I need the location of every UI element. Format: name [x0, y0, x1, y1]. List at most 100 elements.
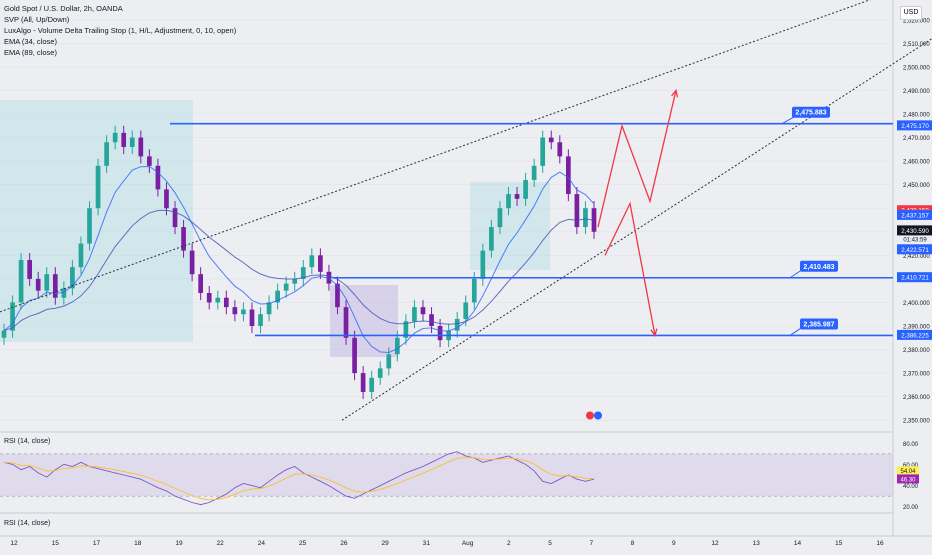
- rsi-badge-label: 54.04: [900, 469, 916, 475]
- price-tick-label: 2,350.000: [903, 419, 930, 425]
- candle-body: [463, 302, 469, 319]
- time-tick-label: 26: [340, 540, 348, 547]
- price-tick-label: 2,480.000: [903, 113, 930, 119]
- rsi-tick-label: 40.00: [903, 484, 919, 490]
- time-tick-label: 12: [10, 540, 18, 547]
- candle-body: [531, 165, 537, 180]
- candle-body: [497, 208, 503, 228]
- price-tick-label: 2,450.000: [903, 183, 930, 189]
- rsi-label-2: RSI (14, close): [4, 520, 51, 527]
- time-tick-label: 17: [93, 540, 101, 547]
- candle-body: [172, 208, 178, 228]
- legend-ema34: EMA (34, close): [4, 37, 57, 46]
- candle-body: [437, 326, 443, 341]
- time-tick-label: 19: [175, 540, 183, 547]
- price-tick-label: 2,400.000: [903, 301, 930, 307]
- candle-body: [35, 278, 41, 291]
- price-badge-label: 2,475.170: [901, 123, 929, 130]
- candle-body: [61, 288, 67, 298]
- legend-ema89: EMA (89, close): [4, 48, 57, 57]
- candle-body: [95, 165, 101, 209]
- candle-body: [147, 156, 152, 166]
- candle-body: [249, 309, 255, 326]
- candle-body: [52, 274, 58, 298]
- time-tick-label: 25: [299, 540, 307, 547]
- candle-body: [420, 307, 426, 315]
- time-tick-label: 31: [423, 540, 431, 547]
- candle-body: [266, 302, 272, 315]
- level-label-bg: [800, 260, 838, 272]
- currency-button[interactable]: USD: [900, 6, 922, 20]
- level-label: 2,385.987: [803, 321, 834, 328]
- candle-body: [480, 250, 486, 279]
- candle-body: [454, 318, 460, 331]
- price-badge-label: 2,410.721: [901, 275, 929, 282]
- candle-body: [138, 137, 144, 157]
- price-tick-label: 2,520.000: [903, 18, 930, 24]
- price-badge: [897, 225, 932, 236]
- candle-body: [557, 142, 563, 157]
- time-tick-label: 15: [52, 540, 60, 547]
- candle-body: [198, 274, 204, 294]
- event-marker: [594, 411, 602, 420]
- candle-body: [283, 283, 289, 291]
- candle-body: [223, 297, 229, 308]
- rsi-band: [0, 453, 893, 497]
- price-badge-label: 2,430.590: [901, 228, 929, 235]
- candle-body: [394, 337, 400, 355]
- ema34-line: [3, 165, 595, 354]
- candle-body: [206, 293, 212, 303]
- candle-body: [548, 137, 554, 143]
- time-tick-label: 16: [876, 540, 884, 547]
- price-badge: [897, 244, 932, 255]
- candle-body: [78, 243, 84, 268]
- rsi-tick-label: 80.00: [903, 442, 919, 448]
- candle-body: [1, 330, 7, 338]
- candle-body: [565, 156, 571, 195]
- candle-body: [386, 354, 392, 369]
- candle-body: [369, 377, 375, 392]
- rsi-tick-label: 20.00: [903, 505, 919, 511]
- legend-svp: SVP (All, Up/Down): [4, 15, 70, 24]
- price-tick-label: 2,360.000: [903, 395, 930, 401]
- candle-body: [232, 307, 238, 315]
- candle-body: [514, 194, 520, 199]
- rsi-badge: [897, 474, 919, 484]
- candle-body: [129, 137, 135, 147]
- candle-body: [215, 297, 221, 303]
- legend-symbol: Gold Spot / U.S. Dollar, 2h, OANDA: [4, 4, 123, 13]
- price-tick-label: 2,370.000: [903, 372, 930, 378]
- price-badge-label: 2,422.571: [901, 247, 929, 254]
- candle-body: [70, 267, 75, 289]
- ema89-line: [3, 209, 595, 332]
- volume-profile-zone: [0, 100, 193, 342]
- candle-body: [18, 260, 24, 303]
- candle-body: [326, 271, 332, 284]
- candle-body: [412, 307, 417, 322]
- lower-trendline: [341, 38, 932, 421]
- rsi-badge-label: 46.30: [900, 477, 916, 483]
- candle-body: [181, 227, 186, 251]
- candle-body: [335, 283, 340, 308]
- price-tick-label: 2,470.000: [903, 136, 930, 142]
- candle-body: [429, 314, 434, 326]
- rsi-ma-line: [3, 457, 595, 501]
- candle-body: [87, 208, 92, 244]
- candle-body: [489, 227, 494, 251]
- candle-body: [352, 337, 357, 374]
- price-badge: [897, 329, 932, 340]
- time-tick-label: 9: [672, 540, 676, 547]
- time-tick-label: 13: [753, 540, 761, 547]
- time-tick-label: 7: [590, 540, 594, 547]
- candle-body: [523, 179, 528, 199]
- time-tick-label: 22: [217, 540, 225, 547]
- candle-body: [318, 255, 323, 272]
- price-tick-label: 2,420.000: [903, 254, 930, 260]
- candle-body: [44, 274, 50, 291]
- bearish-projection-arrow-head: [650, 328, 658, 337]
- price-badge-label: 2,437.157: [901, 212, 929, 219]
- time-tick-label: 2: [507, 540, 511, 547]
- price-badge: [897, 209, 932, 220]
